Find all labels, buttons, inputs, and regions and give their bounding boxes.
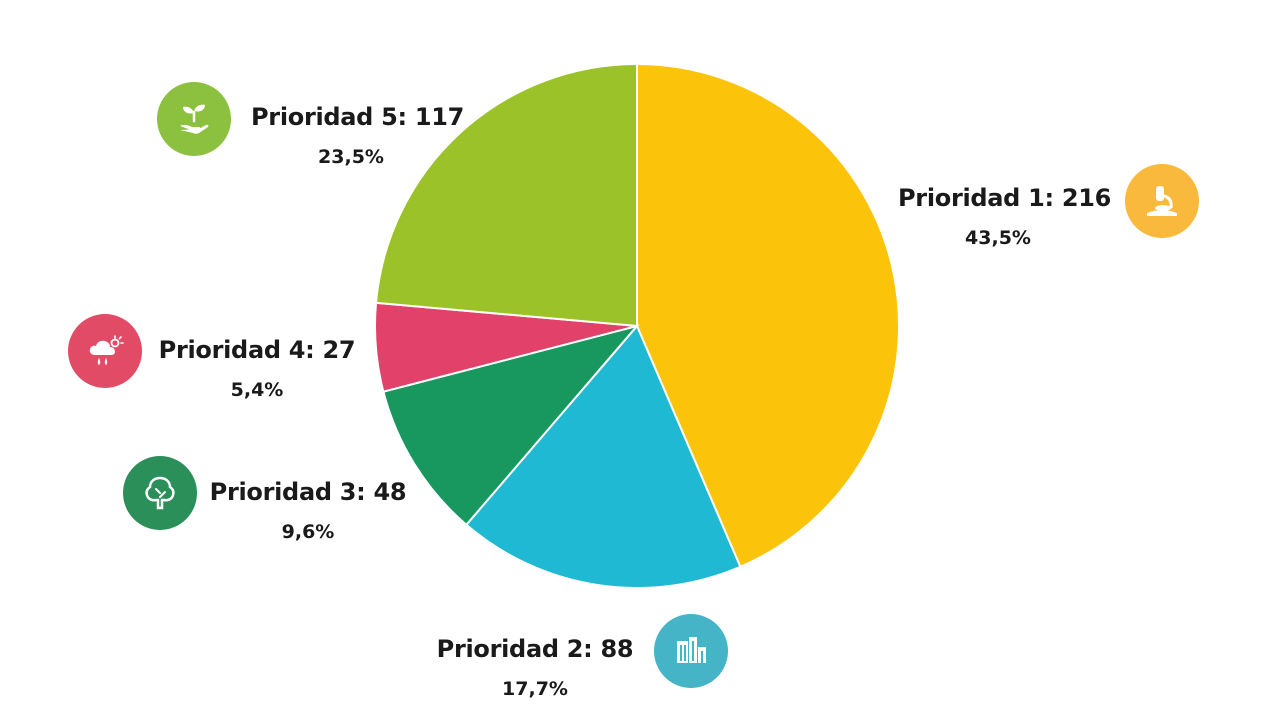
slice-label-p5: Prioridad 5: 117 23,5% [251, 102, 465, 170]
microscope-icon [1125, 164, 1199, 238]
pie-slice-p2 [464, 324, 742, 589]
slice-label-p1: Prioridad 1: 216 43,5% [898, 183, 1112, 251]
rain-cloud-icon [68, 314, 142, 388]
slice-label-p4: Prioridad 4: 27 5,4% [157, 335, 357, 403]
slice-percent-p3: 9,6% [281, 521, 335, 543]
slice-label-p3: Prioridad 3: 48 9,6% [208, 477, 408, 545]
slice-percent-p5: 23,5% [318, 146, 384, 168]
slice-name-p5: Prioridad 5: 117 [251, 103, 465, 131]
pie-slice-p1 [636, 62, 900, 569]
slice-percent-p2: 17,7% [502, 678, 568, 700]
slice-name-p4: Prioridad 4: 27 [158, 336, 356, 364]
buildings-icon [654, 614, 728, 688]
slice-name-p2: Prioridad 2: 88 [436, 635, 634, 663]
slice-name-p3: Prioridad 3: 48 [209, 478, 407, 506]
slice-percent-p4: 5,4% [230, 379, 284, 401]
pie-slice-p5 [374, 62, 638, 328]
sprout-hand-icon [157, 82, 231, 156]
tree-icon [123, 456, 197, 530]
slice-name-p1: Prioridad 1: 216 [898, 184, 1112, 212]
slice-label-p2: Prioridad 2: 88 17,7% [435, 634, 635, 702]
slice-percent-p1: 43,5% [965, 227, 1031, 249]
